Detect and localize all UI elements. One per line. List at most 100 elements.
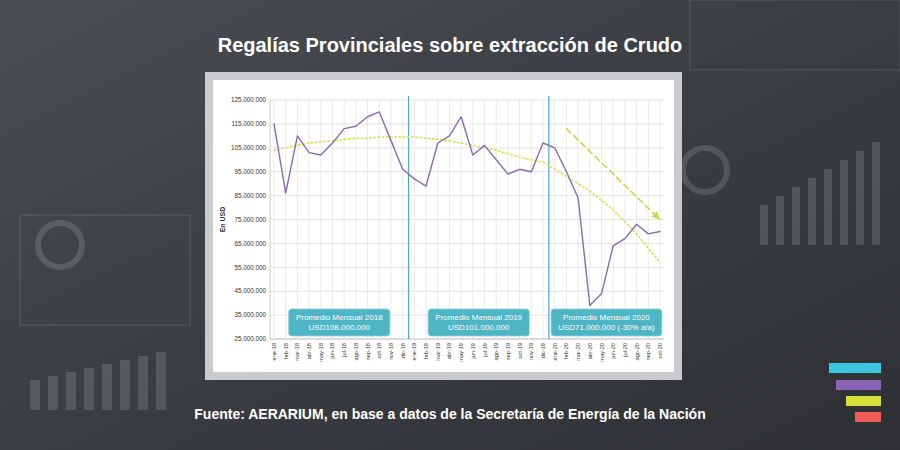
x-tick-label: ene-20 bbox=[552, 343, 558, 360]
x-tick-label: ago-20 bbox=[634, 343, 640, 360]
annotation-text: Promedio Mensual 2018 bbox=[296, 313, 383, 322]
x-tick-label: abr-18 bbox=[306, 343, 312, 359]
logo-bar bbox=[836, 380, 881, 390]
logo-bar bbox=[829, 363, 881, 373]
deco-ring bbox=[683, 148, 727, 192]
logo-bar bbox=[846, 396, 881, 406]
x-tick-label: jun-19 bbox=[470, 343, 476, 360]
deco-bar bbox=[30, 380, 40, 410]
deco-bar bbox=[792, 187, 800, 245]
deco-frame bbox=[20, 215, 190, 325]
x-tick-label: jun-20 bbox=[610, 343, 616, 360]
annotation-box bbox=[551, 309, 662, 336]
deco-bar bbox=[84, 368, 94, 410]
year-separator bbox=[548, 96, 549, 339]
x-tick-label: dic-19 bbox=[540, 343, 546, 358]
grid-line-y bbox=[270, 339, 664, 340]
deco-bar bbox=[808, 178, 816, 245]
annotation: Promedio Mensual 2019USD101.000.000 bbox=[428, 309, 529, 336]
annotation-text: USD108.000.000 bbox=[309, 323, 371, 332]
x-tick-label: jul-20 bbox=[622, 343, 628, 358]
deco-bar bbox=[840, 160, 848, 245]
trend-line bbox=[274, 137, 660, 262]
y-tick-label: 125.000.000 bbox=[231, 96, 267, 103]
marks bbox=[274, 112, 660, 306]
deco-bar bbox=[824, 169, 832, 245]
deco-frame bbox=[690, 0, 900, 70]
y-axis-title: En USD bbox=[219, 207, 226, 233]
x-tick-label: mar-19 bbox=[435, 343, 441, 361]
x-tick-label: feb-20 bbox=[563, 343, 569, 359]
panel bbox=[213, 80, 674, 372]
deco-bar bbox=[776, 196, 784, 245]
x-tick-label: may-20 bbox=[599, 343, 605, 362]
x-tick-label: feb-18 bbox=[283, 343, 289, 359]
canvas: Regalías Provinciales sobre extracción d… bbox=[0, 0, 900, 450]
year-separators bbox=[409, 96, 549, 339]
x-tick-label: ago-19 bbox=[493, 343, 499, 360]
x-tick-label: nov-19 bbox=[528, 343, 534, 360]
x-tick-label: mar-20 bbox=[575, 343, 581, 361]
y-tick-label: 35.000.000 bbox=[234, 311, 266, 318]
x-tick-label: sep-18 bbox=[365, 343, 371, 360]
grid-line-y bbox=[270, 243, 664, 244]
grid-line-y bbox=[270, 291, 664, 292]
year-separator bbox=[408, 96, 409, 339]
grid-line-y bbox=[270, 171, 664, 172]
deco-bar bbox=[156, 352, 166, 410]
deco-bar bbox=[760, 205, 768, 245]
x-axis-line bbox=[270, 339, 664, 340]
logo bbox=[829, 363, 881, 422]
x-tick-label: abr-20 bbox=[587, 343, 593, 359]
x-tick-label: mar-18 bbox=[294, 343, 300, 361]
x-tick-label: may-18 bbox=[318, 343, 324, 362]
annotation-box bbox=[289, 309, 390, 336]
data-line bbox=[274, 112, 660, 306]
y-tick-label: 85.000.000 bbox=[234, 192, 266, 199]
annotation-text: USD71.000.000 (-30% a/a) bbox=[558, 323, 655, 332]
annotation-text: Promedio Mensual 2019 bbox=[435, 313, 522, 322]
deco-bar bbox=[856, 151, 864, 245]
y-tick-label: 75.000.000 bbox=[234, 216, 266, 223]
x-tick-label: oct-20 bbox=[657, 343, 663, 359]
x-tick-label: dic-18 bbox=[400, 343, 406, 358]
title: Regalías Provinciales sobre extracción d… bbox=[218, 34, 683, 56]
y-tick-label: 25.000.000 bbox=[234, 335, 266, 342]
panel-frame bbox=[205, 72, 682, 380]
y-tick-label: 65.000.000 bbox=[234, 240, 266, 247]
x-tick-label: ene-19 bbox=[411, 343, 417, 360]
y-axis-line bbox=[270, 100, 271, 339]
grid-line-y bbox=[270, 195, 664, 196]
x-tick-label: ago-18 bbox=[353, 343, 359, 360]
deco-bar bbox=[872, 142, 880, 245]
x-tick-label: feb-19 bbox=[423, 343, 429, 359]
annotation-text: Promedio Mensual 2020 bbox=[563, 313, 650, 322]
x-tick-label: jun-18 bbox=[329, 343, 335, 360]
x-tick-label: nov-18 bbox=[388, 343, 394, 360]
annotation: Promedio Mensual 2020USD71.000.000 (-30%… bbox=[551, 309, 662, 336]
grid-line-y bbox=[270, 123, 664, 124]
y-tick-label: 115.000.000 bbox=[231, 120, 266, 127]
y-tick-label: 105.000.000 bbox=[231, 144, 267, 151]
grid-line-y bbox=[270, 219, 664, 220]
x-tick-label: oct-18 bbox=[376, 343, 382, 359]
deco-bar bbox=[48, 376, 58, 410]
deco-bar bbox=[102, 364, 112, 410]
y-tick-label: 55.000.000 bbox=[234, 264, 266, 271]
grid-line-y bbox=[270, 267, 664, 268]
annotations: Promedio Mensual 2018USD108.000.000Prome… bbox=[289, 309, 662, 336]
grid-line-y bbox=[270, 100, 664, 101]
x-tick-label: sep-20 bbox=[645, 343, 651, 360]
x-tick-label: jul-19 bbox=[482, 343, 488, 358]
x-tick-label: oct-19 bbox=[517, 343, 523, 359]
deco-bar bbox=[120, 360, 130, 410]
deco-bar bbox=[66, 372, 76, 410]
annotation: Promedio Mensual 2018USD108.000.000 bbox=[289, 309, 390, 336]
deco-ring bbox=[38, 223, 82, 267]
trend-line bbox=[566, 129, 660, 220]
x-tick-label: sep-19 bbox=[505, 343, 511, 360]
y-axis: 25.000.00035.000.00045.000.00055.000.000… bbox=[231, 96, 664, 342]
arrow-head bbox=[651, 211, 660, 219]
x-tick-label: may-19 bbox=[458, 343, 464, 362]
background bbox=[0, 0, 900, 450]
